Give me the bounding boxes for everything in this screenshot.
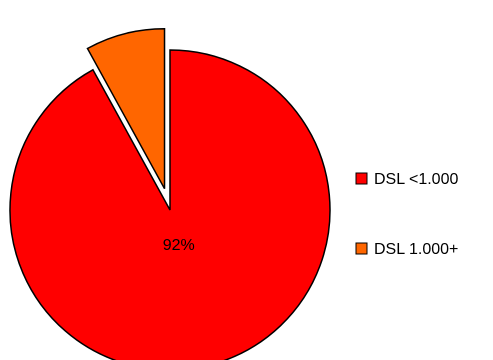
legend-swatch-0 (355, 172, 368, 185)
legend: DSL <1.000 DSL 1.000+ (355, 171, 458, 258)
pie-slices (9, 27, 331, 360)
legend-swatch-1 (355, 242, 368, 255)
pie-slice-0 (9, 49, 331, 360)
legend-label-0: DSL <1.000 (374, 171, 458, 188)
legend-label-1: DSL 1.000+ (374, 241, 458, 258)
data-labels: 92% (163, 237, 195, 254)
pie-slice-1 (86, 27, 166, 190)
data-label-0: 92% (163, 237, 195, 254)
